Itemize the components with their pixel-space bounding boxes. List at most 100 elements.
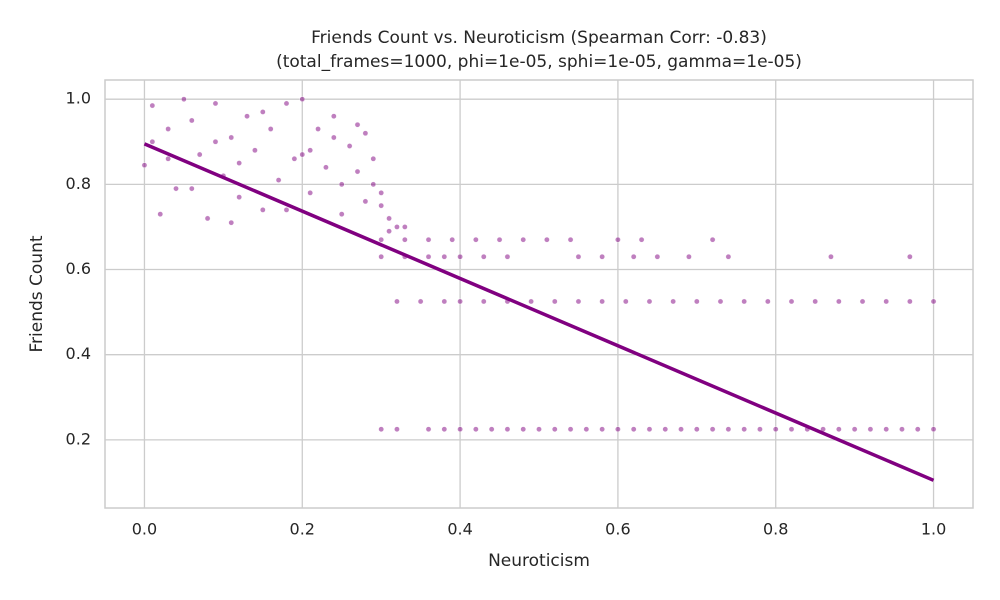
point — [788, 426, 795, 433]
point — [883, 298, 890, 305]
point — [338, 181, 345, 188]
point — [473, 426, 479, 433]
point — [425, 236, 432, 243]
point — [204, 215, 211, 222]
point — [551, 426, 558, 433]
point — [670, 298, 676, 305]
point — [196, 151, 203, 158]
point — [630, 426, 637, 433]
point — [599, 253, 605, 260]
point — [551, 298, 558, 305]
point — [449, 236, 456, 243]
point — [599, 298, 605, 305]
point — [386, 215, 392, 222]
point — [741, 298, 747, 305]
point — [267, 126, 274, 132]
point — [394, 426, 400, 433]
y-tick-label: 0.6 — [66, 259, 91, 278]
chart-title: Friends Count vs. Neuroticism (Spearman … — [311, 28, 767, 48]
point — [212, 138, 219, 145]
point — [323, 164, 329, 171]
plot-area — [104, 79, 974, 509]
point — [260, 109, 266, 115]
point — [646, 298, 653, 305]
point — [496, 236, 503, 243]
point — [425, 253, 432, 260]
chart-subtitle: (total_frames=1000, phi=1e-05, sphi=1e-0… — [276, 52, 802, 72]
point — [930, 426, 937, 433]
x-axis-label: Neuroticism — [488, 551, 590, 571]
point — [575, 253, 582, 260]
marks — [141, 96, 937, 482]
y-tick-label: 1.0 — [66, 89, 91, 108]
point — [354, 121, 361, 128]
point — [441, 298, 448, 305]
point — [788, 298, 795, 305]
point — [488, 426, 495, 433]
point — [370, 181, 377, 188]
regression-line — [143, 142, 935, 482]
point — [836, 298, 842, 305]
point — [331, 113, 337, 119]
y-tick-label: 0.4 — [66, 344, 91, 363]
point — [402, 236, 408, 243]
point — [394, 224, 400, 230]
point — [149, 102, 156, 109]
point — [741, 426, 747, 433]
point — [260, 207, 266, 213]
point — [623, 298, 629, 305]
point — [575, 298, 582, 305]
point — [765, 298, 771, 305]
point — [828, 253, 834, 260]
point — [275, 177, 282, 183]
point — [181, 96, 187, 102]
point — [291, 155, 298, 162]
point — [930, 298, 937, 305]
point — [638, 236, 645, 243]
point — [520, 426, 527, 433]
point — [457, 298, 463, 305]
point — [504, 426, 511, 433]
point — [914, 426, 921, 433]
point — [520, 236, 527, 243]
point — [772, 426, 779, 433]
point — [394, 298, 400, 305]
point — [686, 253, 692, 260]
point — [283, 207, 290, 213]
point — [244, 113, 250, 119]
y-tick-label: 0.8 — [66, 174, 91, 193]
x-tick-label: 0.4 — [447, 520, 472, 539]
point — [165, 126, 171, 132]
point — [654, 253, 661, 260]
point — [694, 298, 700, 305]
point — [299, 151, 306, 158]
point — [536, 426, 542, 433]
point — [646, 426, 653, 433]
point — [386, 228, 392, 234]
point — [567, 236, 574, 243]
point — [331, 134, 337, 141]
point — [757, 426, 763, 433]
point — [709, 236, 716, 243]
point — [228, 219, 235, 226]
point — [583, 426, 590, 433]
point — [346, 143, 353, 149]
x-tick-label: 0.2 — [290, 520, 315, 539]
point — [141, 162, 148, 168]
point — [173, 185, 179, 192]
point — [480, 298, 487, 305]
point — [354, 168, 361, 175]
point — [157, 211, 164, 217]
point — [425, 426, 432, 433]
point — [307, 190, 313, 196]
point — [725, 426, 732, 433]
point — [188, 117, 195, 124]
point — [378, 426, 384, 433]
point — [338, 211, 345, 217]
point — [236, 160, 242, 166]
point — [378, 253, 384, 260]
point — [504, 253, 511, 260]
point — [457, 426, 463, 433]
point — [615, 426, 621, 433]
